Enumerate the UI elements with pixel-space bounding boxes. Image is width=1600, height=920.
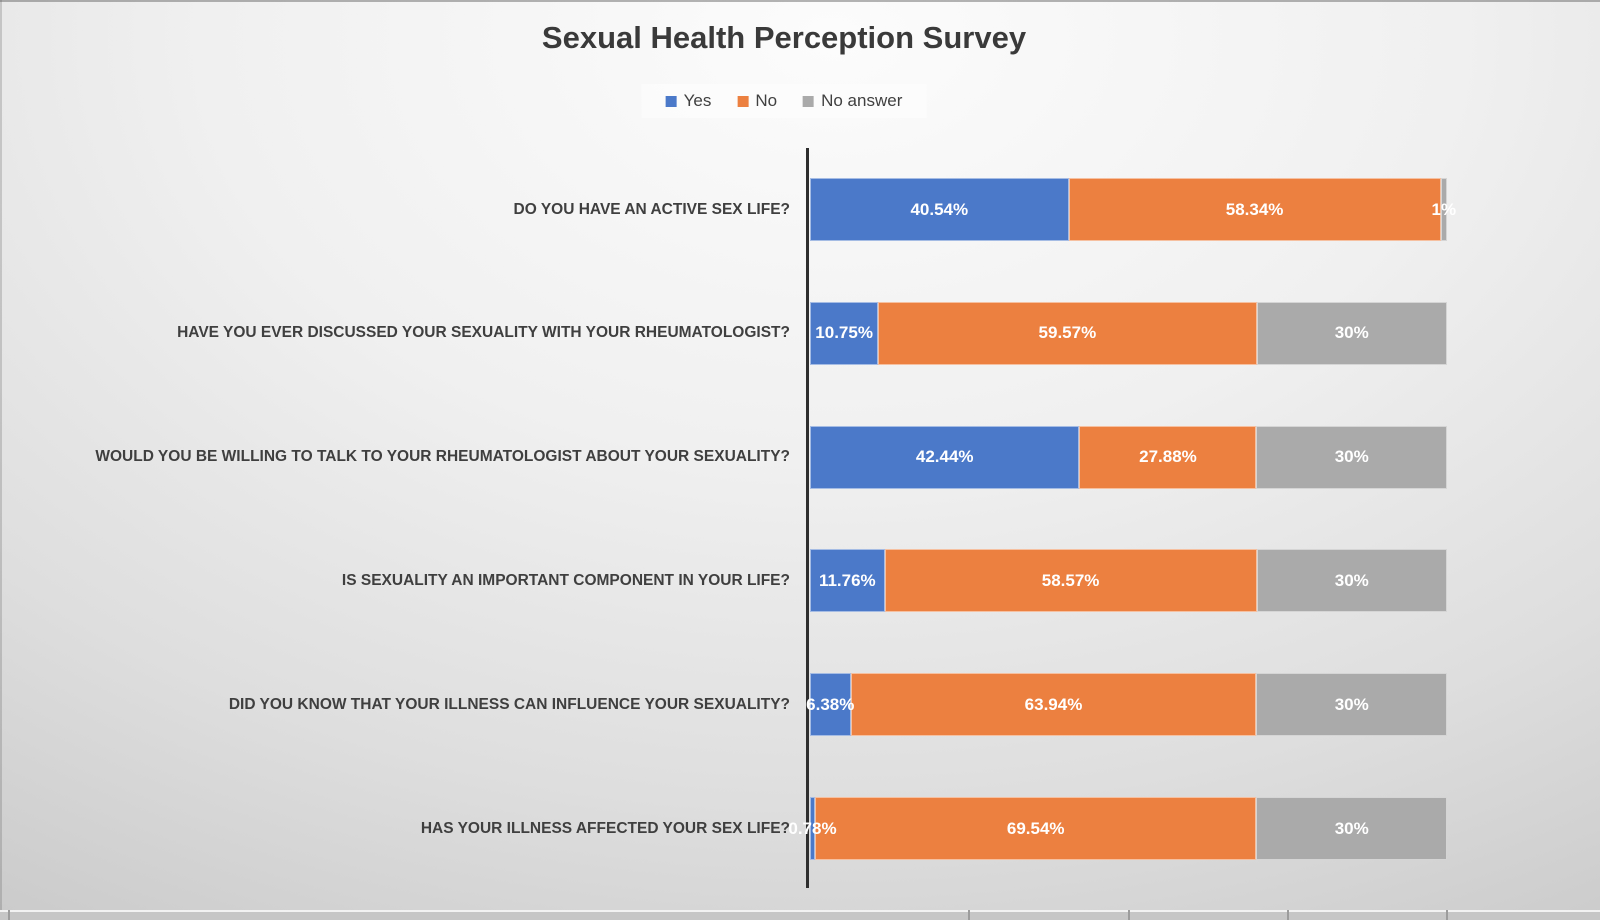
data-label: 42.44% [915, 447, 974, 467]
bar-segment-no: 58.34% [1068, 178, 1441, 241]
bar-stack: 40.54% 58.34% 1% [810, 178, 1456, 241]
data-label: 30% [1334, 323, 1369, 343]
data-label: 59.57% [1038, 323, 1097, 343]
bar-stack: 0.78% 69.54% 30% [788, 797, 1447, 860]
data-label: 30% [1334, 694, 1369, 714]
category-label: IS SEXUALITY AN IMPORTANT COMPONENT IN Y… [341, 571, 790, 589]
bar-segment-yes: 10.75% [810, 301, 879, 365]
bar-segment-no: 63.94% [850, 673, 1257, 737]
legend-label: No answer [821, 91, 903, 110]
data-label: 6.38% [806, 694, 855, 714]
category-label: DO YOU HAVE AN ACTIVE SEX LIFE? [513, 200, 790, 218]
legend-item-no: No [737, 91, 777, 111]
bar-segment-no: 27.88% [1079, 425, 1257, 489]
data-label: 58.34% [1225, 199, 1284, 219]
bar-stack: 42.44% 27.88% 30% [810, 425, 1447, 489]
slide-left-edge [0, 0, 2, 918]
data-label: 11.76% [818, 570, 876, 590]
survey-chart: Sexual Health Perception Survey Yes No No … [95, 20, 1447, 888]
legend-item-no-answer: No answer [803, 91, 902, 111]
axis-tick [968, 910, 971, 920]
legend-item-yes: Yes [665, 91, 712, 111]
chart-title: Sexual Health Perception Survey [541, 20, 1027, 55]
bar-segment-yes: 40.54% [810, 178, 1069, 241]
data-label: 69.54% [1006, 818, 1065, 838]
bar-segment-no-answer: 30% [1256, 549, 1447, 613]
bar-segment-no-answer: 30% [1256, 673, 1447, 737]
chart-row: HAS YOUR ILLNESS AFFECTED YOUR SEX LIFE?… [0, 797, 1600, 860]
legend-swatch-no [737, 95, 749, 107]
bar-segment-yes: 11.76% [810, 549, 885, 613]
legend-label: No [755, 91, 778, 110]
bar-segment-yes: 6.38% [806, 673, 854, 737]
data-label: 30% [1334, 447, 1369, 467]
chart-legend: Yes No No answer [641, 84, 927, 118]
axis-tick [1446, 910, 1448, 920]
slide-top-edge [0, 0, 1600, 2]
chart-row: WOULD YOU BE WILLING TO TALK TO YOUR RHE… [0, 425, 1600, 489]
bar-segment-no-answer: 30% [1256, 301, 1447, 365]
category-axis-line [806, 148, 809, 888]
bar-segment-no-answer: 30% [1256, 425, 1447, 489]
chart-row: DO YOU HAVE AN ACTIVE SEX LIFE? 40.54% 58.… [0, 178, 1600, 241]
data-label: 58.57% [1041, 570, 1100, 590]
bar-stack: 11.76% 58.57% 30% [810, 549, 1447, 613]
legend-label: Yes [683, 91, 712, 110]
bar-segment-no: 69.54% [814, 797, 1257, 860]
category-label: HAS YOUR ILLNESS AFFECTED YOUR SEX LIFE? [420, 819, 790, 837]
data-label: 30% [1334, 570, 1369, 590]
data-label: 30% [1334, 818, 1369, 838]
bar-segment-yes: 42.44% [810, 425, 1080, 489]
bar-segment-no: 58.57% [884, 549, 1257, 613]
category-label: HAVE YOU EVER DISCUSSED YOUR SEXUALITY W… [177, 324, 790, 342]
value-axis-baseline [0, 910, 1600, 920]
data-label: 27.88% [1139, 447, 1197, 467]
data-label: 63.94% [1024, 694, 1083, 714]
bar-stack: 10.75% 59.57% 30% [810, 301, 1447, 365]
chart-row: DID YOU KNOW THAT YOUR ILLNESS CAN INFLU… [0, 673, 1600, 737]
data-label: 0.78% [788, 818, 837, 838]
bar-segment-no-answer: 30% [1256, 797, 1447, 860]
category-label: DID YOU KNOW THAT YOUR ILLNESS CAN INFLU… [228, 695, 790, 713]
axis-tick [8, 910, 10, 920]
category-label: WOULD YOU BE WILLING TO TALK TO YOUR RHE… [95, 448, 790, 466]
data-label: 1% [1431, 199, 1457, 219]
bar-segment-no-answer: 1% [1432, 178, 1456, 241]
legend-swatch-yes [665, 95, 677, 107]
chart-row: HAVE YOU EVER DISCUSSED YOUR SEXUALITY W… [0, 301, 1600, 365]
chart-row: IS SEXUALITY AN IMPORTANT COMPONENT IN Y… [0, 549, 1600, 613]
bar-stack: 6.38% 63.94% 30% [806, 673, 1447, 737]
data-label: 10.75% [815, 323, 873, 343]
data-label: 40.54% [910, 199, 969, 219]
axis-tick [1286, 910, 1289, 920]
bar-segment-no: 59.57% [878, 301, 1257, 365]
axis-tick [1127, 910, 1130, 920]
bar-segment-yes: 0.78% [788, 797, 837, 860]
legend-swatch-no-answer [803, 95, 815, 107]
